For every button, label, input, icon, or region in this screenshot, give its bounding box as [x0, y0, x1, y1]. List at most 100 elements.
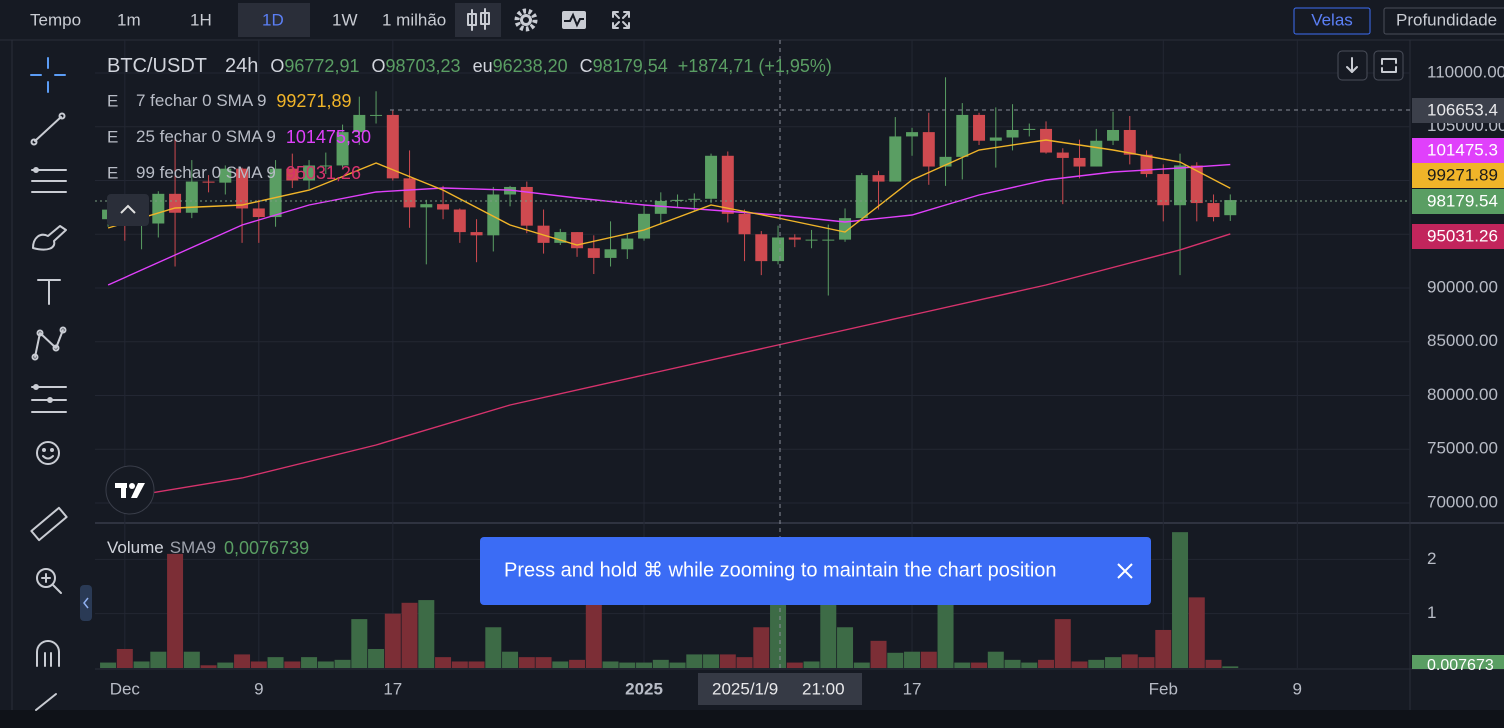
price-badge-label: 98179.54 [1427, 191, 1498, 210]
interval-button[interactable]: 1W [332, 10, 358, 29]
volume-bar [1172, 532, 1189, 668]
volume-bar [619, 662, 636, 668]
candle-body [872, 175, 885, 182]
legend-collapse[interactable] [107, 194, 149, 226]
volume-bar [284, 661, 301, 668]
trendline-tool[interactable] [30, 112, 66, 146]
volume-bar [837, 627, 854, 668]
volume-bar [1188, 597, 1205, 668]
y-tick-label: 75000.00 [1427, 439, 1498, 458]
reset-button[interactable] [1373, 50, 1404, 81]
zoom-tool[interactable] [36, 568, 62, 594]
volume-bar [451, 661, 468, 668]
candle-body [604, 249, 617, 258]
y-tick-label: 85000.00 [1427, 331, 1498, 350]
sma-line [107, 233, 1231, 501]
interval-button[interactable]: 1D [262, 10, 284, 29]
volume-bar [937, 597, 954, 668]
measure-lines-tool[interactable] [31, 384, 67, 413]
symbol-legend: BTC/USDT 24h O96772,91 O98703,23 eu96238,20 C… [107, 55, 832, 77]
volume-bar [585, 586, 602, 668]
crosshair-time: 21:00 [802, 679, 845, 698]
price-badge [1412, 138, 1504, 163]
interval-button[interactable]: 1 milhão [382, 10, 446, 29]
candle-body [956, 114, 969, 157]
volume-title: Volume [107, 538, 164, 557]
candle-icon[interactable] [467, 8, 490, 31]
ohlc-key: C [580, 56, 593, 76]
volume-bar [920, 651, 937, 668]
interval-button[interactable]: 1H [190, 10, 212, 29]
candle-body [420, 204, 433, 208]
candle-body [437, 204, 450, 210]
price-badge [1412, 189, 1504, 214]
ohlc-key: eu [473, 56, 493, 76]
volume-bar [636, 662, 653, 668]
x-tick-label: Dec [110, 679, 141, 698]
pencil-tool[interactable] [35, 693, 57, 711]
price-badge-label: 95031.26 [1427, 226, 1498, 245]
volume-bar [1054, 619, 1071, 668]
chevron [120, 204, 136, 214]
volume-bar [401, 602, 418, 668]
volume-bar [384, 613, 401, 668]
candle-body [671, 199, 684, 201]
text-tool[interactable] [37, 279, 61, 305]
volume-bar [1071, 661, 1088, 668]
volume-bar [569, 659, 586, 668]
logo[interactable] [105, 465, 155, 515]
volume-bar [1105, 657, 1122, 668]
volume-bar [602, 661, 619, 668]
change: +1874,71 (+1,95%) [678, 56, 832, 76]
brush-tool[interactable] [32, 225, 67, 251]
candle-body [738, 213, 751, 235]
candle-body [855, 175, 868, 219]
indicator-icon[interactable] [562, 11, 586, 29]
toast-close[interactable] [1117, 563, 1133, 579]
ohlc-key: O [270, 56, 284, 76]
candle-body [403, 178, 416, 208]
logo-mark [115, 483, 145, 498]
fullscreen-icon[interactable] [612, 11, 630, 29]
ohlc-value: 98179,54 [593, 56, 668, 76]
candle-body [587, 248, 600, 258]
candle-body [1090, 140, 1103, 167]
candle-body [688, 198, 701, 200]
volume-legend: Volume SMA9 0,0076739 [107, 538, 309, 558]
lines-tool[interactable] [31, 167, 67, 193]
candle-body [571, 232, 584, 249]
candle-body [805, 239, 818, 241]
view-button[interactable]: Profundidade [1396, 10, 1497, 29]
candle-body [621, 238, 634, 250]
candle-body [973, 114, 986, 141]
volume-bar [351, 619, 368, 668]
bottom-strip [0, 710, 1504, 728]
volume-indicator-value: 0,0076739 [224, 538, 309, 558]
magnet-tool[interactable] [36, 640, 60, 667]
candle-body [1123, 129, 1136, 155]
candle-body [1073, 157, 1086, 167]
candle-body [370, 114, 383, 116]
crosshair-tool[interactable] [30, 57, 66, 93]
settings-icon[interactable] [514, 8, 538, 32]
price-badge [1412, 163, 1504, 188]
candle-body [537, 225, 550, 243]
interval-button[interactable]: Tempo [30, 10, 81, 29]
ruler-tool[interactable] [30, 506, 68, 542]
sma-line [107, 163, 1231, 286]
collapse-tab[interactable] [80, 585, 92, 621]
emoji-tool[interactable] [36, 441, 60, 465]
symbol: BTC/USDT [107, 55, 207, 77]
x-tick-label: Feb [1149, 679, 1178, 698]
candle-body [152, 193, 165, 224]
interval-button[interactable]: 1m [117, 10, 141, 29]
candle-body [520, 186, 533, 226]
x-tick-label: 9 [254, 679, 263, 698]
reset-icon [1381, 58, 1397, 73]
candle-body [654, 200, 667, 214]
indicator-legend: 99 fechar 0 SMA 9 95031,26 [136, 163, 361, 183]
pattern-tool[interactable] [31, 326, 67, 361]
view-button[interactable]: Velas [1311, 10, 1353, 29]
candle-body [252, 208, 265, 218]
y-tick-label: 90000.00 [1427, 277, 1498, 296]
